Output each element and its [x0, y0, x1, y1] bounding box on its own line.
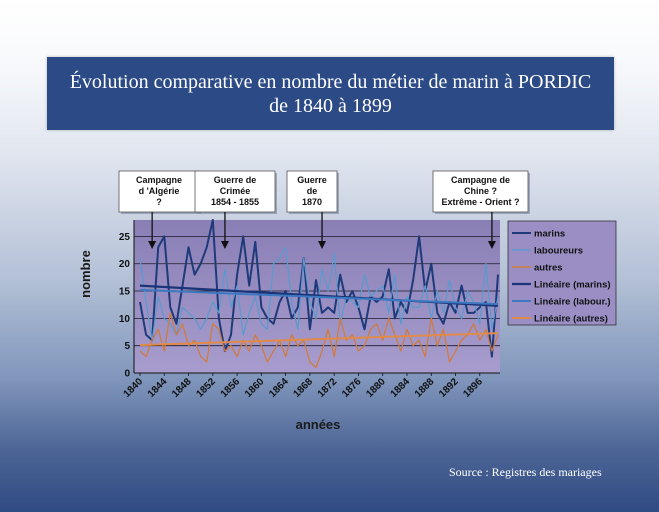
x-tick-label: 1892 [437, 376, 461, 400]
annotation-box [286, 170, 338, 213]
annotation-arrowhead [487, 241, 496, 249]
annotation-text: Guerre [297, 175, 327, 185]
x-tick-label: 1872 [316, 376, 340, 400]
x-tick-label: 1868 [292, 376, 316, 400]
x-tick-label: 1896 [461, 376, 485, 400]
annotation-text: 1854 - 1855 [211, 197, 259, 207]
series-line-lin-aire-labour- [139, 288, 499, 306]
legend-label: laboureurs [534, 246, 583, 257]
annotation-text: d 'Algérie [139, 186, 180, 196]
x-tick-label: 1864 [267, 376, 291, 400]
legend-label: autres [534, 263, 563, 274]
y-tick-label: 5 [124, 341, 130, 352]
series-line-laboureurs [139, 246, 499, 341]
annotation-text: Campagne [136, 175, 182, 185]
source-note: Source : Registres des mariages [449, 465, 602, 479]
legend-label: Linéaire (autres) [534, 314, 608, 325]
y-tick-label: 25 [119, 232, 131, 243]
y-tick-label: 10 [119, 314, 131, 325]
annotation-text: Crimée [220, 186, 251, 196]
annotation-box [194, 170, 276, 213]
y-tick-label: 0 [124, 369, 130, 380]
annotation-arrowhead [318, 241, 327, 249]
x-tick-label: 1880 [364, 376, 388, 400]
y-tick-label: 15 [119, 287, 131, 298]
x-tick-label: 1856 [219, 376, 243, 400]
annotation-text: ? [156, 197, 162, 207]
annotation-box [432, 170, 529, 213]
y-tick-label: 20 [119, 259, 131, 270]
annotation-arrowhead [148, 241, 157, 249]
annotation-text: Guerre de [214, 175, 257, 185]
annotation-text: de [307, 186, 318, 196]
annotation-text: Extrême - Orient ? [441, 197, 519, 207]
annotation-arrowhead [220, 241, 229, 249]
chart-title-line-1: Évolution comparative en nombre du métie… [69, 71, 592, 93]
x-tick-label: 1876 [340, 376, 364, 400]
annotation-text: Campagne de [451, 175, 510, 185]
legend-label: marins [534, 229, 565, 240]
legend-box [507, 220, 617, 326]
series-line-autres [139, 312, 499, 369]
annotation-text: Chine ? [464, 186, 497, 196]
x-tick-label: 1860 [243, 376, 267, 400]
x-tick-label: 1888 [413, 376, 437, 400]
annotation-text: 1870 [302, 197, 322, 207]
legend-label: Linéaire (labour.) [534, 297, 611, 308]
series-line-lin-aire-autres- [139, 332, 499, 347]
y-axis-title: nombre [78, 250, 93, 298]
x-tick-label: 1840 [122, 376, 146, 400]
legend-label: Linéaire (marins) [534, 280, 611, 291]
x-tick-label: 1848 [170, 376, 194, 400]
x-axis-title: années [296, 417, 341, 432]
x-tick-label: 1844 [146, 376, 170, 400]
chart-title-band: Évolution comparative en nombre du métie… [47, 57, 614, 130]
x-tick-label: 1852 [194, 376, 218, 400]
chart-title-line-2: de 1840 à 1899 [269, 95, 392, 117]
x-tick-label: 1884 [389, 376, 413, 400]
